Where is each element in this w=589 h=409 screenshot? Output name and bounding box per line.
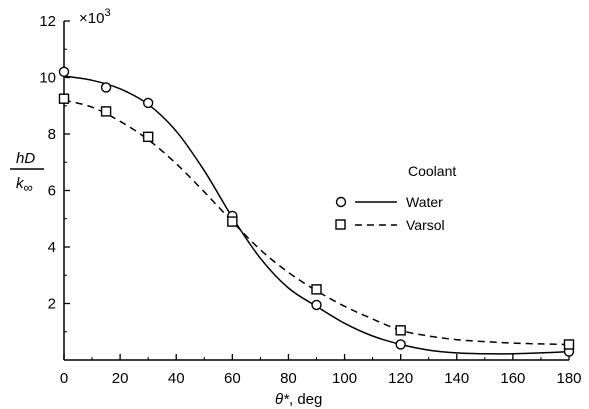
data-point-varsol — [58, 93, 70, 104]
series-curves — [63, 75, 570, 355]
legend-title: Coolant — [408, 163, 456, 179]
y-axis-title-numerator: hD — [16, 150, 35, 167]
x-tick-label: 140 — [444, 370, 469, 387]
x-tick-label: 120 — [388, 370, 413, 387]
series-line-water — [63, 75, 570, 355]
x-tick-label: 0 — [60, 370, 68, 387]
legend-varsol-marker-icon — [335, 219, 346, 230]
legend-water-marker-icon — [335, 196, 347, 208]
legend: Coolant Water Varsol — [335, 163, 456, 233]
x-tick-label: 40 — [168, 370, 185, 387]
y-axis-title-denominator: k — [16, 175, 25, 192]
legend-water-label: Water — [406, 194, 443, 210]
x-axis-title-symbol: θ* — [275, 391, 290, 408]
y-tick-label: 12 — [39, 13, 56, 30]
y-tick-label: 4 — [48, 239, 56, 256]
data-point-water — [395, 339, 406, 350]
x-tick-label: 160 — [500, 370, 525, 387]
legend-varsol-label: Varsol — [406, 217, 445, 233]
data-point-water — [100, 82, 112, 93]
y-axis-title-subscript: ∞ — [24, 180, 33, 195]
data-point-water — [142, 97, 154, 109]
y-tick-label: 8 — [48, 126, 56, 143]
data-point-varsol — [142, 131, 154, 143]
data-point-varsol — [100, 106, 112, 117]
data-point-varsol — [227, 216, 238, 227]
x-tick-label: 100 — [332, 370, 357, 387]
data-point-varsol — [311, 284, 322, 295]
data-point-varsol — [395, 325, 406, 336]
x-tick-label: 180 — [556, 370, 581, 387]
tick-marks — [63, 20, 570, 360]
y-axis-title-denominator-group: k∞ — [16, 175, 33, 195]
y-multiplier-exponent: 3 — [104, 7, 110, 19]
x-axis-title-unit: , deg — [289, 391, 322, 408]
y-tick-label: 6 — [48, 183, 56, 200]
x-tick-label: 20 — [112, 370, 129, 387]
data-point-varsol — [563, 339, 575, 350]
y-axis-title: hD k∞ — [10, 150, 44, 195]
data-point-water — [311, 299, 322, 311]
data-point-water — [58, 66, 70, 78]
x-tick-label: 60 — [224, 370, 241, 387]
y-multiplier-text: ×10 — [79, 10, 104, 27]
y-tick-label: 10 — [39, 70, 56, 87]
y-tick-label: 2 — [48, 296, 56, 313]
series-markers — [58, 66, 575, 357]
x-tick-label: 80 — [280, 370, 297, 387]
y-multiplier-label: ×103 — [79, 7, 111, 27]
tick-labels: 0 20 40 60 80 100 120 140 160 180 2 4 6 8 10 12 — [39, 13, 581, 387]
x-axis-title: θ*, deg — [275, 391, 322, 408]
